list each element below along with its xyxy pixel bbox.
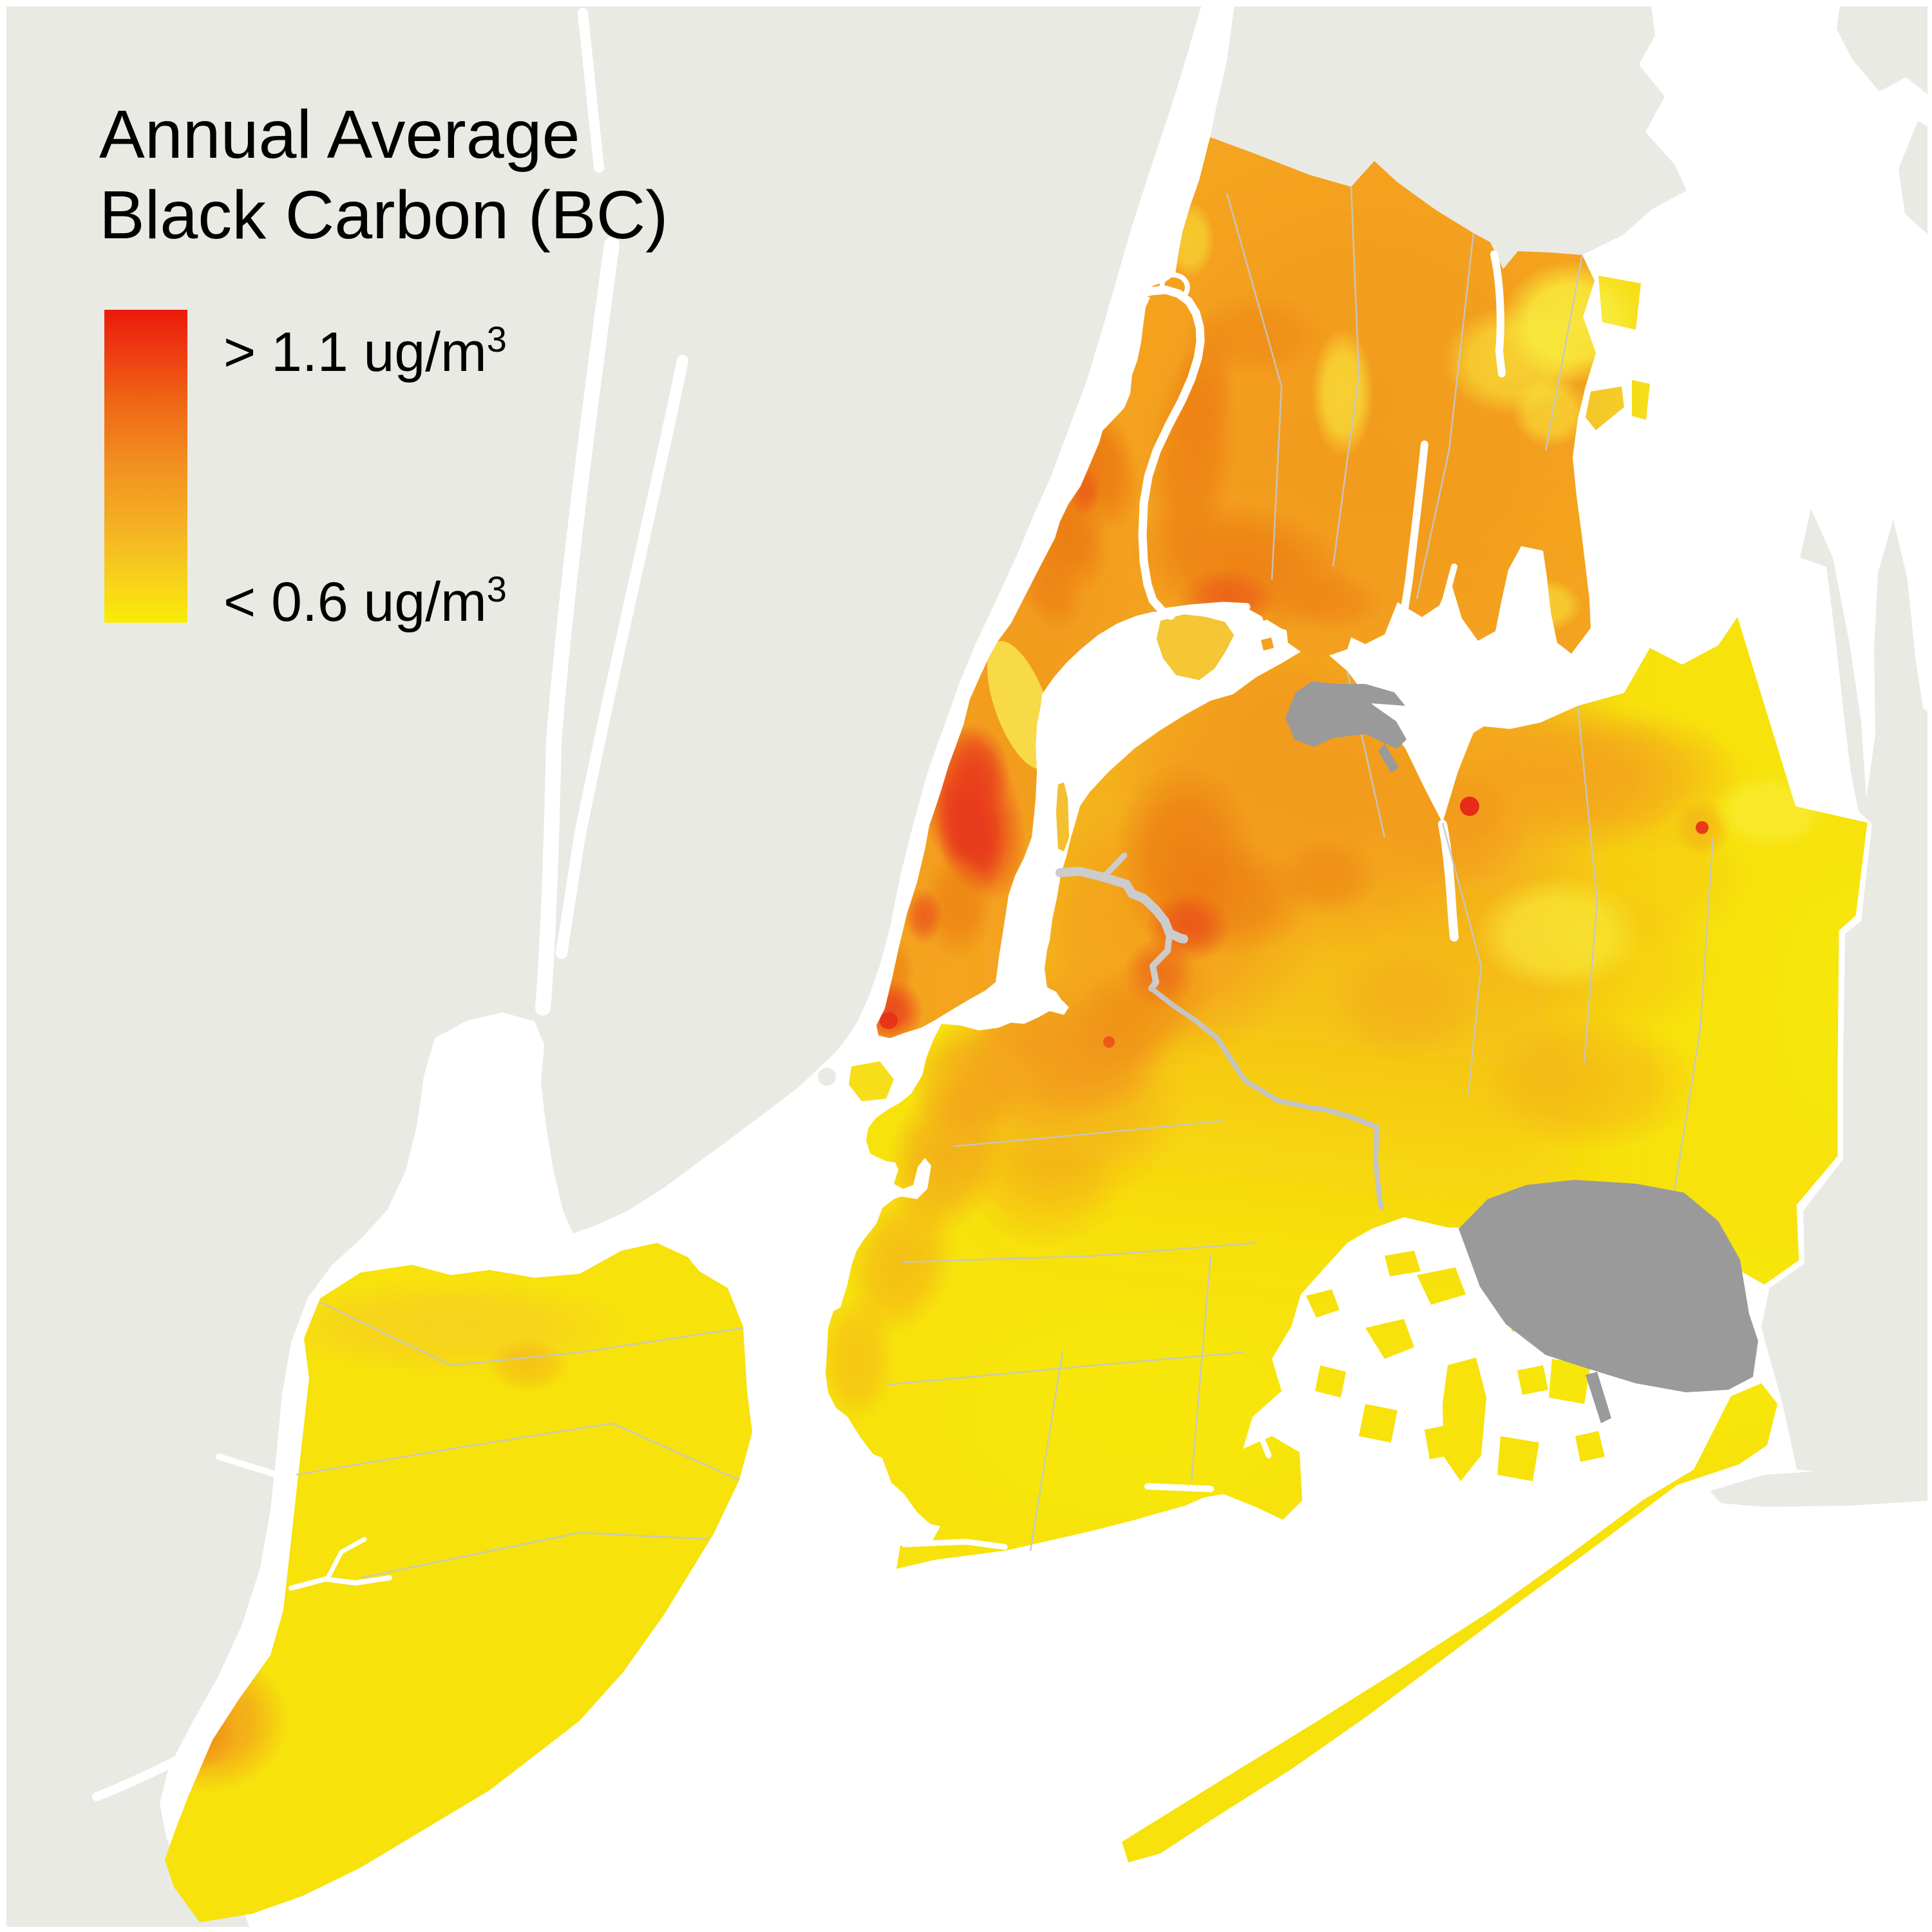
- svg-text:< 0.6 ug/m3: < 0.6 ug/m3: [223, 569, 507, 633]
- svg-text:> 1.1 ug/m3: > 1.1 ug/m3: [223, 319, 507, 383]
- svg-text:Black Carbon (BC): Black Carbon (BC): [99, 177, 668, 253]
- svg-text:Annual Average: Annual Average: [99, 97, 580, 173]
